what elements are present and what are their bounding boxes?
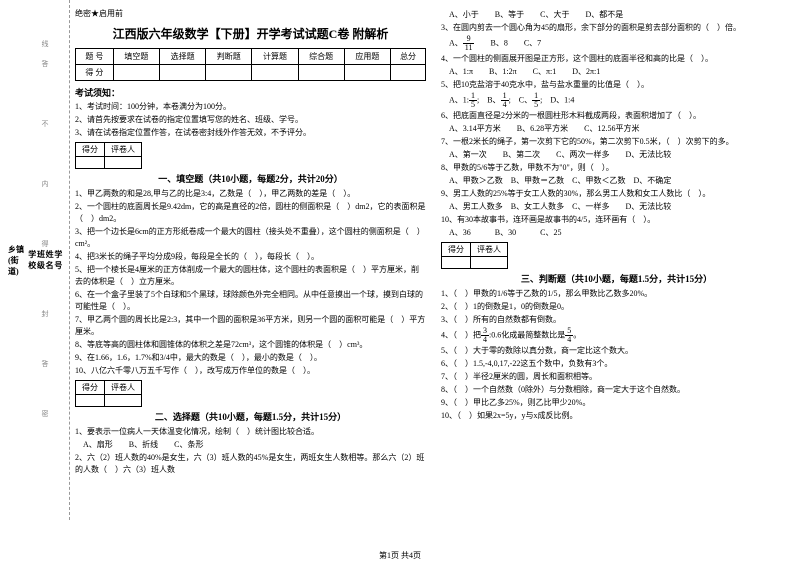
- th: 应用题: [344, 49, 390, 65]
- page-footer: 第1页 共4页: [0, 550, 800, 561]
- notice-title: 考试须知：: [75, 86, 426, 99]
- question-item: 9、在1.66，1.6，1.7%和3/4中，最大的数是（ ），最小的数是（ ）。: [75, 352, 426, 364]
- exam-title: 江西版六年级数学【下册】开学考试试题C卷 附解析: [75, 25, 426, 42]
- label-class: 班级: [37, 249, 46, 271]
- question-item: A、1:π B、1:2π C、π:1 D、2π:1: [441, 66, 792, 78]
- question-item: 1、（ ）甲数的1/6等于乙数的1/5，那么甲数比乙数多20%。: [441, 288, 792, 300]
- section3-title: 三、判断题（共10小题，每题1.5分，共计15分）: [441, 272, 792, 285]
- question-item: 5、把10克盐溶于40克水中，盐与盐水重量的比值是（ ）。: [441, 79, 792, 91]
- question-item: A、扇形 B、折线 C、条形: [75, 439, 426, 451]
- question-item: 8、等底等高的圆柱体和圆锥体的体积之差是72cm³，这个圆锥的体积是（ ）cm³…: [75, 339, 426, 351]
- question-item: 1、甲乙两数的和是28,甲与乙的比是3:4，乙数是（ ），甲乙两数的差是（ ）。: [75, 188, 426, 200]
- vtext: 线: [40, 40, 50, 47]
- question-item: 4、（ ）把34:0.6化成最简整数比是54。: [441, 327, 792, 344]
- question-item: A、3.14平方米 B、6.28平方米 C、12.56平方米: [441, 123, 792, 135]
- notice-item: 3、请在试卷指定位置作答，在试卷密封线外作答无效，不予评分。: [75, 127, 426, 139]
- th: 判断题: [206, 49, 252, 65]
- label-town: 乡镇(街道): [8, 244, 28, 277]
- question-item: 4、一个圆柱的侧面展开图是正方形，这个圆柱的底面半径和高的比是（ ）。: [441, 53, 792, 65]
- secret-label: 绝密★启用前: [75, 8, 426, 19]
- grader-label: 评卷人: [105, 381, 142, 395]
- score-header-row: 题 号 填空题 选择题 判断题 计算题 综合题 应用题 总分: [76, 49, 426, 65]
- question-item: 9、（ ）甲比乙多25%，则乙比甲少20%。: [441, 397, 792, 409]
- choice-questions: 1、要表示一位病人一天体温变化情况，绘制（ ）统计图比较合适。 A、扇形 B、折…: [75, 426, 426, 476]
- question-item: 7、一根2米长的绳子，第一次剪下它的50%，第二次剪下0.5米，（ ）次剪下的多…: [441, 136, 792, 148]
- grader-label: 评卷人: [105, 143, 142, 157]
- question-item: A、小于 B、等于 C、大于 D、都不是: [441, 9, 792, 21]
- question-item: 10、（ ）如果2x=5y，y与x成反比例。: [441, 410, 792, 422]
- label-school: 学校: [28, 249, 37, 271]
- right-column: A、小于 B、等于 C、大于 D、都不是3、在圆内剪去一个圆心角为45的扇形，余…: [441, 8, 792, 477]
- question-item: 2、六（2）班人数的40%是女生，六（3）班人数的45%是女生，两班女生人数相等…: [75, 452, 426, 476]
- vtext: 密: [40, 410, 50, 417]
- notice-item: 2、请首先按要求在试卷的指定位置填写您的姓名、班级、学号。: [75, 114, 426, 126]
- question-item: 5、把一个棱长是4厘米的正方体削成一个最大的圆柱体，这个圆柱的表面积是（ ）平方…: [75, 264, 426, 288]
- question-item: 4、把3米长的绳子平均分成9段，每段是全长的（ ），每段长（ ）。: [75, 251, 426, 263]
- section1-title: 一、填空题（共10小题，每题2分，共计20分）: [75, 172, 426, 185]
- question-item: 8、（ ）一个自然数（0除外）与分数相除，商一定大于这个自然数。: [441, 384, 792, 396]
- question-item: 8、甲数的5/6等于乙数，甲数不为"0"，则（ ）。: [441, 162, 792, 174]
- question-item: 6、在一个盒子里装了5个白球和5个黑球，球除颜色外完全相同。从中任意摸出一个球，…: [75, 289, 426, 313]
- question-item: 10、八亿六千零八万五千写作（ ），改写成万作单位的数是（ ）。: [75, 365, 426, 377]
- question-item: A、911 B、8 C、7: [441, 35, 792, 52]
- vtext: 答: [40, 60, 50, 67]
- question-item: 1、要表示一位病人一天体温变化情况，绘制（ ）统计图比较合适。: [75, 426, 426, 438]
- left-column: 绝密★启用前 江西版六年级数学【下册】开学考试试题C卷 附解析 题 号 填空题 …: [75, 8, 426, 477]
- sidebar-labels: 学号 姓名 班级 学校 乡镇(街道): [8, 0, 63, 520]
- question-item: 2、（ ）1的倒数是1，0的倒数是0。: [441, 301, 792, 313]
- question-item: A、第一次 B、第二次 C、两次一样多 D、无法比较: [441, 149, 792, 161]
- question-item: A、1:15; B、14; C、15; D、1:4: [441, 92, 792, 109]
- judge-questions: 1、（ ）甲数的1/6等于乙数的1/5，那么甲数比乙数多20%。2、（ ）1的倒…: [441, 288, 792, 422]
- th: 选择题: [159, 49, 205, 65]
- question-item: 5、（ ）大于零的数除以真分数，商一定比这个数大。: [441, 345, 792, 357]
- vtext: 得: [40, 240, 50, 247]
- grader-table: 得分评卷人: [441, 242, 508, 269]
- label-name: 姓名: [46, 249, 55, 271]
- grader-label: 得分: [76, 143, 105, 157]
- vtext: 内: [40, 180, 50, 187]
- question-item: 10、有30本故事书，连环画是故事书的4/5，连环画有（ ）。: [441, 214, 792, 226]
- question-item: 6、把底面直径是2分米的一根圆柱形木料截成两段，表面积增加了（ ）。: [441, 110, 792, 122]
- right-items: A、小于 B、等于 C、大于 D、都不是3、在圆内剪去一个圆心角为45的扇形，余…: [441, 9, 792, 239]
- grader-table: 得分评卷人: [75, 380, 142, 407]
- question-item: 2、一个圆柱的底面周长是9.42dm，它的高是直径的2倍，圆柱的侧面积是（ ）d…: [75, 201, 426, 225]
- grader-label: 得分: [442, 243, 471, 257]
- question-item: A、36 B、30 C、25: [441, 227, 792, 239]
- content-area: 绝密★启用前 江西版六年级数学【下册】开学考试试题C卷 附解析 题 号 填空题 …: [75, 8, 792, 477]
- td-label: 得 分: [76, 65, 114, 81]
- binding-sidebar: 学号 姓名 班级 学校 乡镇(街道) 线 内 不 答 封 得 密 答: [0, 0, 70, 520]
- question-item: 3、把一个边长是6cm的正方形纸卷成一个最大的圆柱（接头处不重叠），这个圆柱的侧…: [75, 226, 426, 250]
- question-item: 3、（ ）所有的自然数都有倒数。: [441, 314, 792, 326]
- question-item: A、男工人数多 B、女工人数多 C、一样多 D、无法比较: [441, 201, 792, 213]
- vtext: 答: [40, 360, 50, 367]
- question-item: 3、在圆内剪去一个圆心角为45的扇形，余下部分的面积是剪去部分面积的（ ）倍。: [441, 22, 792, 34]
- fill-questions: 1、甲乙两数的和是28,甲与乙的比是3:4，乙数是（ ），甲乙两数的差是（ ）。…: [75, 188, 426, 377]
- vtext: 封: [40, 310, 50, 317]
- score-table: 题 号 填空题 选择题 判断题 计算题 综合题 应用题 总分 得 分: [75, 48, 426, 81]
- grader-label: 评卷人: [471, 243, 508, 257]
- grader-table: 得分评卷人: [75, 142, 142, 169]
- th: 总分: [390, 49, 425, 65]
- question-item: 7、（ ）半径2厘米的圆，周长和面积相等。: [441, 371, 792, 383]
- question-item: 7、甲乙两个圆的周长比是2:3，其中一个圆的面积是36平方米，则另一个圆的面积可…: [75, 314, 426, 338]
- label-student-id: 学号: [54, 249, 63, 271]
- grader-label: 得分: [76, 381, 105, 395]
- question-item: 6、（ ）1.5,-4,0,17,-22这五个数中，负数有3个。: [441, 358, 792, 370]
- th: 计算题: [252, 49, 298, 65]
- th: 填空题: [113, 49, 159, 65]
- section2-title: 二、选择题（共10小题，每题1.5分，共计15分）: [75, 410, 426, 423]
- question-item: A、甲数＞乙数 B、甲数＝乙数 C、甲数＜乙数 D、不确定: [441, 175, 792, 187]
- question-item: 9、男工人数的25%等于女工人数的30%，那么男工人数和女工人数比（ ）。: [441, 188, 792, 200]
- notice-item: 1、考试时间：100分钟，本卷满分为100分。: [75, 101, 426, 113]
- score-value-row: 得 分: [76, 65, 426, 81]
- th: 综合题: [298, 49, 344, 65]
- th: 题 号: [76, 49, 114, 65]
- vtext: 不: [40, 120, 50, 127]
